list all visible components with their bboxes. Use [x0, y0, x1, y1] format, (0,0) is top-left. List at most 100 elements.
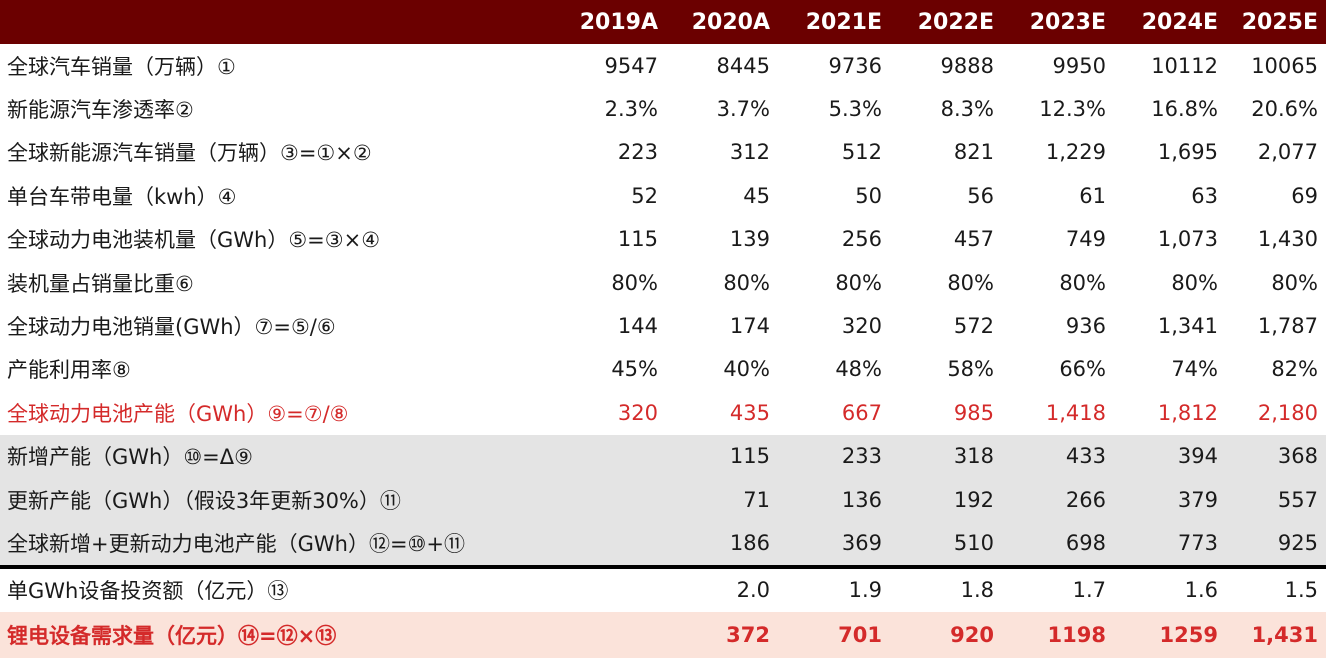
value-cell: 139	[729, 227, 770, 252]
row-label: 全球动力电池销量(GWh）⑦=⑤/⑥	[7, 315, 336, 340]
value-cell: 71	[743, 487, 770, 512]
value-cell: 80%	[1171, 270, 1218, 295]
header-year-2021E: 2021E	[805, 9, 882, 35]
row-label: 全球动力电池装机量（GWh）⑤=③×④	[7, 228, 381, 253]
value-cell: 9888	[940, 53, 994, 78]
value-cell: 557	[1277, 487, 1318, 512]
value-cell: 1,431	[1251, 623, 1318, 648]
row-nev-penetration: 新能源汽车渗透率② 2.3% 3.7% 5.3% 8.3% 12.3% 16.8…	[0, 87, 1326, 130]
value-cell: 144	[617, 314, 658, 339]
value-cell: 320	[617, 400, 658, 425]
value-cell: 3.7%	[716, 97, 770, 122]
value-cell: 52	[631, 183, 658, 208]
value-cell: 115	[617, 227, 658, 252]
value-cell: 2.3%	[604, 97, 658, 122]
row-battery-installed: 全球动力电池装机量（GWh）⑤=③×④ 115 139 256 457 749 …	[0, 218, 1326, 261]
value-cell: 16.8%	[1151, 97, 1218, 122]
value-cell: 1.7	[1072, 578, 1106, 603]
value-cell: 749	[1065, 227, 1106, 252]
value-cell: 1,073	[1157, 227, 1218, 252]
value-cell: 1259	[1159, 623, 1218, 648]
value-cell: 1,787	[1257, 314, 1318, 339]
value-cell: 2,180	[1257, 400, 1318, 425]
value-cell: 186	[729, 530, 770, 555]
value-cell: 8.3%	[940, 97, 994, 122]
value-cell: 2.0	[736, 578, 770, 603]
row-label: 锂电设备需求量（亿元）⑭=⑫×⑬	[7, 624, 337, 649]
value-cell: 12.3%	[1039, 97, 1106, 122]
value-cell: 74%	[1171, 357, 1218, 382]
capacity-addition-block: 新增产能（GWh）⑩=Δ⑨ 115 233 318 433 394 368 更新…	[0, 434, 1326, 569]
row-investment-per-gwh: 单GWh设备投资额（亿元）⑬ 2.0 1.9 1.8 1.7 1.6 1.5	[0, 569, 1326, 612]
value-cell: 223	[617, 140, 658, 165]
value-cell: 1,418	[1045, 400, 1106, 425]
value-cell: 80%	[611, 270, 658, 295]
value-cell: 318	[953, 444, 994, 469]
value-cell: 572	[953, 314, 994, 339]
row-label: 单GWh设备投资额（亿元）⑬	[7, 579, 289, 604]
value-cell: 1,430	[1257, 227, 1318, 252]
row-battery-sales: 全球动力电池销量(GWh）⑦=⑤/⑥ 144 174 320 572 936 1…	[0, 304, 1326, 347]
value-cell: 1.9	[848, 578, 882, 603]
row-utilization-rate: 产能利用率⑧ 45% 40% 48% 58% 66% 74% 82%	[0, 348, 1326, 391]
value-cell: 10112	[1151, 53, 1218, 78]
header-year-2024E: 2024E	[1141, 9, 1218, 35]
value-cell: 821	[953, 140, 994, 165]
value-cell: 320	[841, 314, 882, 339]
value-cell: 701	[838, 623, 882, 648]
value-cell: 312	[729, 140, 770, 165]
value-cell: 1,695	[1157, 140, 1218, 165]
value-cell: 1,341	[1157, 314, 1218, 339]
value-cell: 9547	[604, 53, 658, 78]
row-label: 全球动力电池产能（GWh）⑨=⑦/⑧	[7, 401, 349, 426]
value-cell: 369	[841, 530, 882, 555]
value-cell: 69	[1291, 183, 1318, 208]
row-renewal-capacity: 更新产能（GWh）（假设3年更新30%）⑪ 71 136 192 266 379…	[0, 477, 1326, 522]
value-cell: 379	[1177, 487, 1218, 512]
value-cell: 80%	[1059, 270, 1106, 295]
value-cell: 45%	[611, 357, 658, 382]
value-cell: 115	[729, 444, 770, 469]
value-cell: 192	[953, 487, 994, 512]
value-cell: 1.8	[960, 578, 994, 603]
value-cell: 266	[1065, 487, 1106, 512]
row-label: 全球新增+更新动力电池产能（GWh）⑫=⑩+⑪	[7, 531, 465, 556]
value-cell: 58%	[947, 357, 994, 382]
value-cell: 1.6	[1184, 578, 1218, 603]
value-cell: 50	[855, 183, 882, 208]
value-cell: 9950	[1052, 53, 1106, 78]
value-cell: 1,229	[1045, 140, 1106, 165]
value-cell: 63	[1191, 183, 1218, 208]
row-installed-share: 装机量占销量比重⑥ 80% 80% 80% 80% 80% 80% 80%	[0, 261, 1326, 304]
header-year-2020A: 2020A	[691, 9, 770, 35]
value-cell: 56	[967, 183, 994, 208]
header-year-2022E: 2022E	[917, 9, 994, 35]
value-cell: 5.3%	[828, 97, 882, 122]
value-cell: 667	[841, 400, 882, 425]
value-cell: 80%	[835, 270, 882, 295]
value-cell: 698	[1065, 530, 1106, 555]
value-cell: 510	[953, 530, 994, 555]
value-cell: 512	[841, 140, 882, 165]
value-cell: 368	[1277, 444, 1318, 469]
row-global-vehicle-sales: 全球汽车销量（万辆）① 9547 8445 9736 9888 9950 101…	[0, 44, 1326, 87]
row-label: 装机量占销量比重⑥	[7, 271, 194, 296]
value-cell: 1.5	[1284, 578, 1318, 603]
value-cell: 82%	[1271, 357, 1318, 382]
value-cell: 45	[743, 183, 770, 208]
value-cell: 394	[1177, 444, 1218, 469]
value-cell: 457	[953, 227, 994, 252]
value-cell: 2,077	[1257, 140, 1318, 165]
row-battery-capacity: 全球动力电池产能（GWh）⑨=⑦/⑧ 320 435 667 985 1,418…	[0, 391, 1326, 434]
value-cell: 435	[729, 400, 770, 425]
row-label: 全球新能源汽车销量（万辆）③=①×②	[7, 141, 372, 166]
value-cell: 985	[953, 400, 994, 425]
row-label: 单台车带电量（kwh）④	[7, 184, 237, 209]
row-label: 全球汽车销量（万辆）①	[7, 54, 236, 79]
row-label: 更新产能（GWh）（假设3年更新30%）⑪	[7, 488, 401, 513]
header-year-2025E: 2025E	[1241, 9, 1318, 35]
value-cell: 8445	[716, 53, 770, 78]
value-cell: 80%	[1271, 270, 1318, 295]
row-global-nev-sales: 全球新能源汽车销量（万辆）③=①×② 223 312 512 821 1,229…	[0, 131, 1326, 174]
value-cell: 1198	[1047, 623, 1106, 648]
